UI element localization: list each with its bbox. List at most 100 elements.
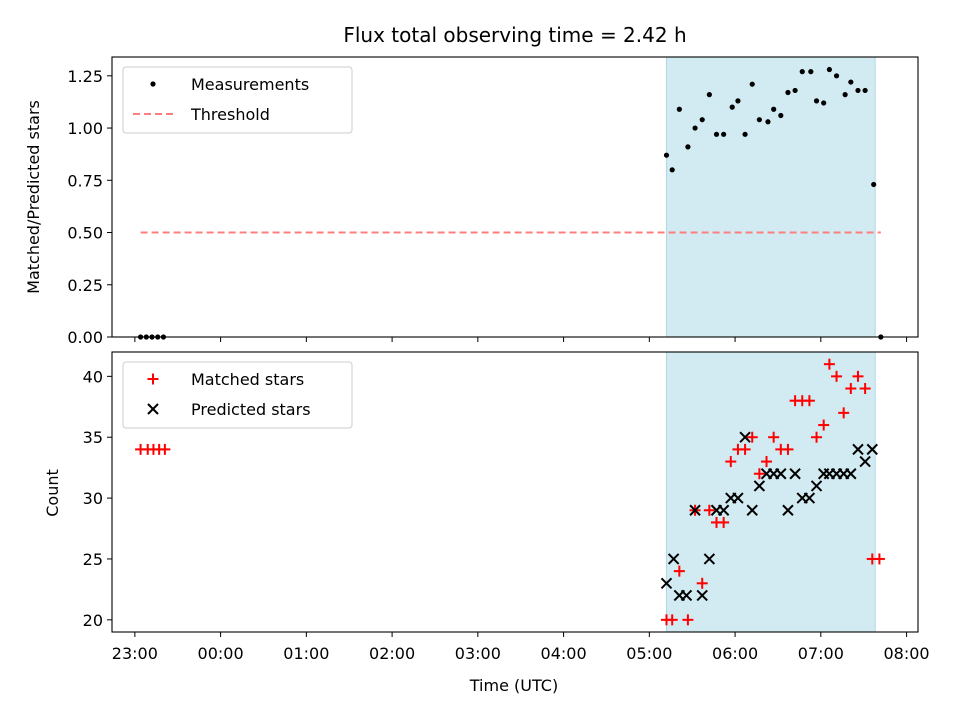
measurement-point (735, 98, 741, 104)
measurement-point (742, 131, 748, 137)
matched-stars-point (703, 504, 715, 516)
predicted-stars-point (739, 431, 751, 443)
matched-stars-point (682, 614, 694, 626)
measurement-point (792, 87, 798, 94)
x-tick-label: 04:00 (541, 644, 587, 663)
x-tick-label: 08:00 (884, 644, 930, 663)
x-tick-label: 00:00 (198, 644, 244, 663)
matched-stars-point (782, 443, 794, 455)
predicted-stars-point (803, 492, 816, 504)
predicted-stars-point (689, 504, 701, 516)
matched-stars-point (159, 443, 171, 455)
x-marker-b (717, 504, 730, 516)
y-tick-label: 1.25 (67, 67, 103, 86)
measurement-point (706, 92, 712, 98)
predicted-stars-point (680, 589, 693, 602)
matched-stars-point (811, 431, 823, 443)
measurement-point (833, 73, 840, 79)
x-tick-label: 01:00 (283, 644, 329, 663)
legend-measurement-swatch (150, 81, 156, 87)
predicted-stars-point (703, 553, 716, 565)
y-tick-label: 0.25 (67, 276, 103, 295)
matched-stars-point (753, 468, 765, 480)
matched-stars-point (859, 383, 871, 395)
axes-frame (111, 351, 919, 633)
y-tick-label: 40 (83, 367, 103, 386)
predicted-stars-point (753, 480, 766, 492)
legend-box (122, 361, 353, 429)
matched-stars-point (803, 395, 815, 407)
predicted-stars-point (746, 504, 758, 516)
legend-label: Predicted stars (191, 400, 311, 419)
matched-stars-point (725, 456, 737, 468)
measurement-point (855, 87, 861, 94)
matched-stars-point (873, 553, 885, 565)
x-marker-b (866, 443, 878, 456)
x-marker-b (660, 577, 673, 590)
x-marker-b (739, 431, 751, 443)
measurement-point (862, 87, 868, 94)
predicted-stars-point (775, 468, 787, 480)
predicted-stars-point (789, 468, 801, 480)
measurement-point (813, 98, 820, 104)
x-tick-label: 07:00 (798, 644, 844, 663)
measurement-point (692, 125, 698, 131)
measurement-point (729, 104, 735, 110)
x-marker-b (703, 553, 716, 565)
measurement-point (808, 69, 814, 75)
x-marker-b (810, 480, 823, 492)
legend-label: Threshold (190, 105, 270, 124)
measurement-point (821, 100, 827, 106)
axes-frame (111, 56, 919, 338)
predicted-stars-point (866, 443, 878, 456)
x-marker-b (689, 504, 701, 516)
top-panel: 0.00 0.25 0.50 0.75 1.00 1.25 Measurements Thre… (67, 56, 919, 347)
x-marker-b (680, 589, 693, 602)
measurement-point (771, 106, 777, 112)
matched-stars-point (739, 443, 751, 455)
matched-stars-point (852, 370, 864, 382)
matched-stars-point (845, 383, 857, 395)
y-tick-label: 1.00 (67, 119, 103, 138)
measurement-point (765, 119, 771, 125)
predicted-stars-point (717, 504, 730, 516)
measurement-point (669, 167, 675, 173)
matched-stars-point (746, 431, 758, 443)
matched-stars-point (696, 577, 708, 589)
measurement-point (685, 144, 691, 150)
y-tick-label: 30 (83, 489, 103, 508)
y-tick-label: 0.00 (67, 328, 103, 347)
matched-stars-point (666, 614, 678, 626)
x-marker-b (852, 443, 864, 456)
legend-box (122, 66, 353, 134)
measurement-point (676, 106, 682, 112)
bottom-panel: 20 25 30 35 40 23:00 00:00 01:00 02:00 03:00 04:00… (83, 351, 930, 663)
x-tick-label: 03:00 (455, 644, 501, 663)
predicted-stars-point (845, 468, 857, 480)
observing-window-span (665, 56, 876, 338)
measurement-point (721, 131, 727, 137)
measurement-point (848, 79, 854, 85)
matched-stars-point (673, 565, 685, 577)
matched-stars-point (831, 370, 843, 382)
matched-stars-point (838, 407, 850, 419)
measurement-point (778, 112, 784, 119)
x-marker-b (746, 504, 758, 516)
predicted-stars-point (696, 589, 708, 602)
x-marker-b (782, 504, 794, 516)
matched-stars-point (718, 516, 730, 528)
predicted-stars-point (660, 577, 673, 590)
measurement-point (713, 131, 720, 137)
measurement-point (871, 181, 877, 188)
top-y-axis-label: Matched/Predicted stars (24, 100, 43, 294)
measurement-point (842, 92, 848, 98)
y-tick-label: 25 (83, 550, 103, 569)
predicted-stars-point (732, 492, 744, 504)
legend: Measurements Threshold (122, 66, 353, 134)
x-marker-b (696, 589, 708, 602)
predicted-stars-point (667, 553, 680, 565)
measurement-point (799, 69, 805, 75)
legend-x-swatch-b (147, 403, 159, 415)
x-axis-label: Time (UTC) (469, 676, 558, 695)
